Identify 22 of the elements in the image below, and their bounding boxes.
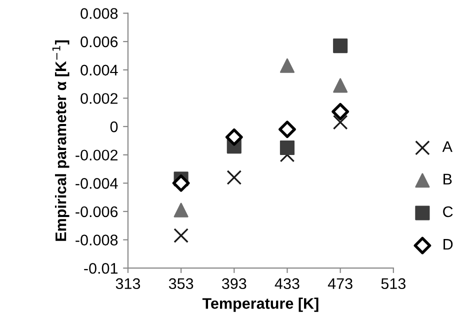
y-tick-label: 0.006 [80, 36, 118, 48]
legend-label: C [443, 206, 453, 218]
x-tick-label: 473 [328, 278, 352, 290]
y-tick-label: -0.004 [76, 178, 118, 189]
y-axis-title: Empirical parameter α [K$^{−1}$] [52, 40, 70, 241]
x-tick-label: 353 [168, 278, 194, 290]
y-tick-label: 0.004 [80, 64, 118, 76]
legend-label: B [444, 174, 452, 184]
legend-label: D [444, 239, 453, 250]
x-tick-label: 313 [116, 278, 140, 290]
y-tick-label: -0.002 [76, 150, 118, 161]
y-tick-label: 0.002 [80, 93, 118, 104]
y-tick-label: 0 [110, 121, 118, 132]
x-tick-label: 393 [222, 278, 246, 290]
legend-label: A [442, 141, 452, 152]
x-tick-label: 513 [381, 278, 406, 290]
x-axis-title: Temperature [K] [202, 298, 318, 312]
y-tick-label: -0.006 [76, 206, 118, 218]
y-tick-label: -0.01 [84, 262, 118, 274]
y-tick-label: 0.008 [80, 8, 118, 19]
y-tick-label: -0.008 [76, 234, 118, 246]
x-tick-label: 433 [274, 278, 300, 290]
